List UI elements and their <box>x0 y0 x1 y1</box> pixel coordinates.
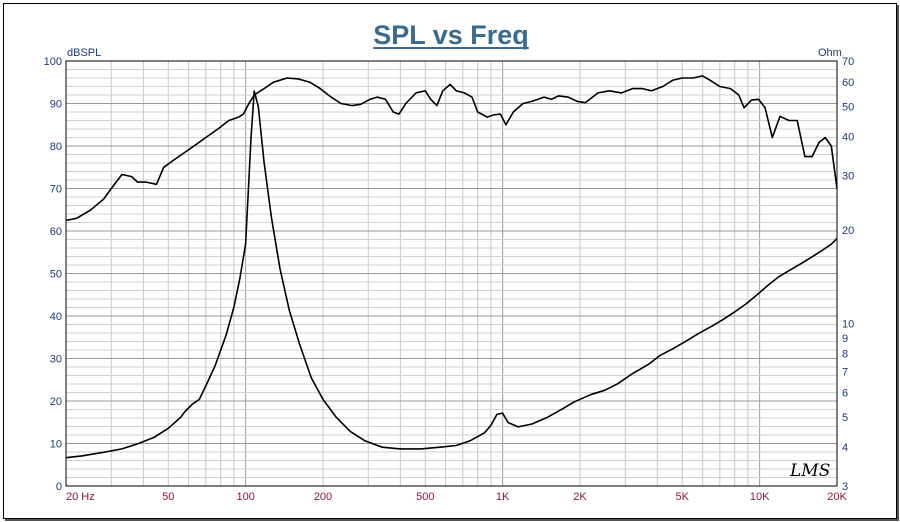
plot-area <box>65 60 838 487</box>
chart-title: SPL vs Freq <box>373 20 529 50</box>
y-tick-label: 20 <box>50 396 62 408</box>
x-tick-label: 100 <box>236 491 254 503</box>
y2-tick-label: 70 <box>842 56 854 68</box>
y2-tick-label: 20 <box>842 225 854 237</box>
y2-tick-label: 7 <box>842 367 848 379</box>
y2-tick-label: 30 <box>842 170 854 182</box>
y-tick-label: 80 <box>50 141 62 153</box>
x-tick-label: 20 Hz <box>66 491 95 503</box>
y2-axis-label: Ohm <box>818 47 842 59</box>
lms-logo: LMS <box>789 461 830 481</box>
x-tick-label: 2K <box>573 491 587 503</box>
y2-tick-label: 6 <box>842 387 848 399</box>
y2-tick-label: 4 <box>842 442 848 454</box>
y2-axis-ticks: 3 4 5 6 7 8 9 10 20 30 40 50 60 70 <box>842 56 854 493</box>
y-tick-label: 40 <box>50 311 62 323</box>
x-tick-label: 5K <box>676 491 690 503</box>
x-tick-label: 200 <box>314 491 332 503</box>
series-layer <box>65 75 838 459</box>
y-axis-ticks: 0 10 20 30 40 50 60 70 80 90 100 <box>44 56 62 493</box>
y2-tick-label: 10 <box>842 319 854 331</box>
x-tick-label: 50 <box>162 491 174 503</box>
y2-tick-label: 60 <box>842 77 854 89</box>
y-axis-label: dBSPL <box>67 47 101 59</box>
y-tick-label: 30 <box>50 354 62 366</box>
chart-grid <box>65 61 838 486</box>
x-tick-label: 500 <box>416 491 434 503</box>
x-axis-ticks: 20 Hz 50 100 200 500 1K 2K 5K 10K 20K <box>66 491 847 503</box>
y2-tick-label: 40 <box>842 132 854 144</box>
spl-vs-freq-chart: SPL vs Freq 0 10 20 30 40 50 60 70 80 90 100 3 4 5 6 7… <box>44 20 855 503</box>
y-tick-label: 70 <box>50 184 62 196</box>
x-tick-label: 1K <box>496 491 510 503</box>
x-tick-label: 20K <box>827 491 847 503</box>
y2-tick-label: 5 <box>842 412 848 424</box>
y-tick-label: 50 <box>50 269 62 281</box>
spl-curve <box>65 75 838 222</box>
y2-tick-label: 9 <box>842 333 848 345</box>
y-tick-label: 0 <box>56 481 62 493</box>
y-tick-label: 90 <box>50 99 62 111</box>
y-tick-label: 100 <box>44 56 62 68</box>
impedance-curve <box>65 90 838 459</box>
y2-tick-label: 3 <box>842 481 848 493</box>
chart-frame: SPL vs Freq 0 10 20 30 40 50 60 70 80 90 100 3 4 5 6 7… <box>3 3 897 519</box>
y-tick-label: 10 <box>50 439 62 451</box>
y2-tick-label: 8 <box>842 349 848 361</box>
y-tick-label: 60 <box>50 226 62 238</box>
x-tick-label: 10K <box>750 491 770 503</box>
y2-tick-label: 50 <box>842 101 854 113</box>
